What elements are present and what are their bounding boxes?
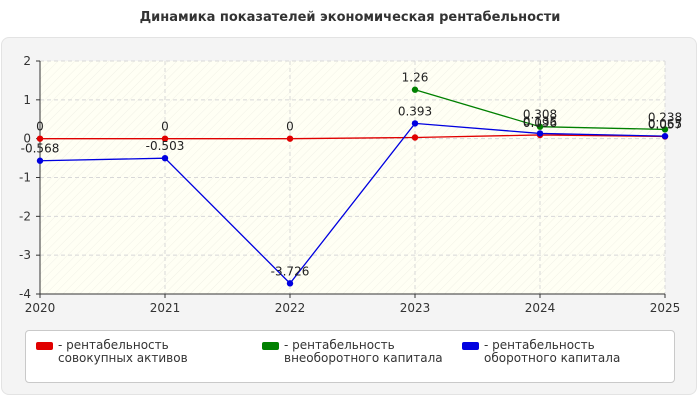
data-label: 0.065 [648, 117, 682, 131]
data-point [36, 157, 44, 164]
data-label: 0 [36, 120, 44, 134]
legend-label: - рентабельность внеоборотного капитала [284, 338, 443, 365]
x-tick-label: 2025 [650, 301, 681, 315]
x-tick-label: 2022 [275, 301, 306, 315]
y-tick-label: 2 [23, 54, 31, 68]
legend-label: - рентабельность совокупных активов [58, 338, 188, 365]
grid-lines [40, 60, 666, 294]
y-tick-label: 1 [23, 93, 31, 107]
y-tick-label: 0 [23, 132, 31, 146]
data-label: 0.393 [398, 104, 432, 118]
series-labels-1: 1.26 0.308 0.238 [402, 71, 683, 125]
data-point [661, 126, 669, 133]
legend-label: - рентабельность оборотного капитала [484, 338, 621, 365]
y-tick-label: -1 [19, 171, 31, 185]
series-2 [36, 120, 669, 287]
legend-swatch-green [262, 342, 279, 350]
data-label: 0 [286, 120, 294, 134]
data-point [661, 132, 669, 140]
x-tick-label: 2023 [400, 301, 431, 315]
data-point [161, 154, 169, 162]
series-line [39, 122, 666, 285]
series-line [40, 134, 666, 140]
data-point [36, 135, 44, 142]
data-label: -0.503 [146, 139, 185, 153]
data-label: 0 [161, 120, 169, 134]
data-point [536, 130, 544, 137]
chart-title: Динамика показателей экономическая рента… [139, 10, 561, 25]
y-tick-label: -4 [19, 287, 31, 301]
y-tick-label: -3 [19, 248, 31, 262]
legend-swatch-red [36, 342, 53, 350]
legend-swatch-blue [462, 342, 479, 350]
data-point [411, 134, 419, 141]
data-label: 0.308 [523, 108, 557, 122]
data-point [286, 280, 294, 287]
legend: - рентабельность совокупных активов - ре… [25, 330, 675, 383]
data-label: 0.135 [523, 114, 557, 128]
data-label: 0.096 [523, 116, 557, 130]
data-point [411, 120, 419, 127]
data-point [161, 135, 169, 142]
series-labels-2: -0.568 -0.503 -3.726 0.393 0.135 0.065 [21, 104, 683, 278]
data-label: 1.26 [402, 71, 429, 85]
data-point [411, 86, 419, 93]
data-label: -0.568 [21, 142, 60, 156]
data-point [286, 135, 294, 142]
y-tick-label: -2 [19, 209, 31, 223]
data-label: 0.238 [648, 110, 682, 124]
series-1 [411, 86, 669, 133]
x-tick-label: 2024 [525, 301, 556, 315]
series-labels-0: 0 0 0 0.096 0.057 [36, 116, 682, 134]
data-point [536, 123, 544, 130]
x-tick-label: 2021 [150, 301, 181, 315]
data-label: 0.057 [648, 117, 682, 131]
x-tick-label: 2020 [25, 301, 56, 315]
data-label: -3.726 [271, 264, 310, 278]
